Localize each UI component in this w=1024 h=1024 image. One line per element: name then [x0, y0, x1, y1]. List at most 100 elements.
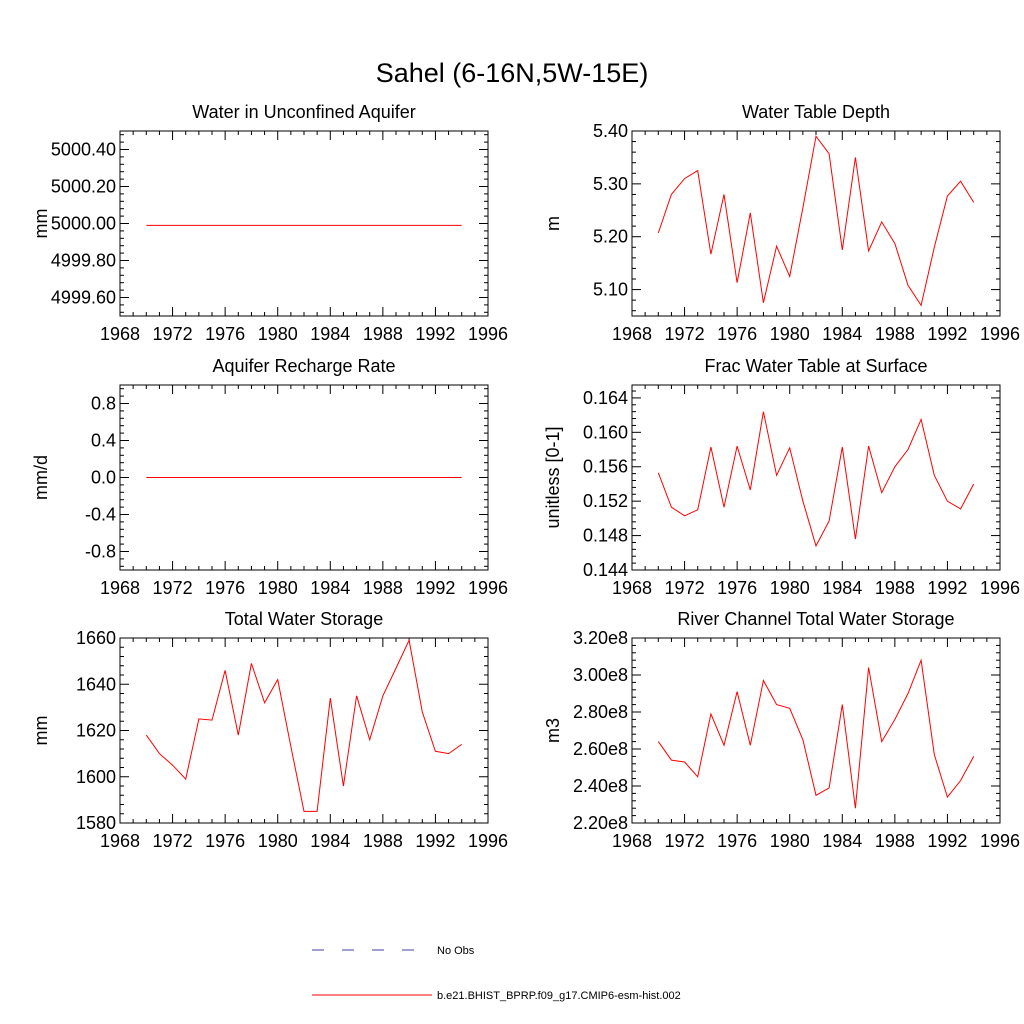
x-tick-label: 1984 — [310, 831, 350, 851]
data-point — [237, 734, 239, 736]
x-tick-label: 1984 — [310, 324, 350, 344]
data-point — [290, 745, 292, 747]
data-point — [749, 212, 751, 214]
x-tick-label: 1972 — [153, 831, 193, 851]
legend-model-label: b.e21.BHIST_BPRP.f09_g17.CMIP6-esm-hist.… — [437, 990, 681, 1002]
data-point — [762, 302, 764, 304]
data-point — [145, 734, 147, 736]
x-tick-label: 1972 — [153, 324, 193, 344]
data-point — [907, 284, 909, 286]
data-point — [277, 476, 279, 478]
data-point — [290, 224, 292, 226]
x-tick-label: 1972 — [153, 578, 193, 598]
data-point — [447, 752, 449, 754]
x-tick-label: 1988 — [363, 324, 403, 344]
panel-title: River Channel Total Water Storage — [677, 609, 954, 629]
chart-panel-5: Total Water Storage mm 1968 1972 1976 1980 198… — [31, 609, 508, 851]
y-tick-label: 5.20 — [593, 227, 628, 247]
series-line — [657, 411, 975, 548]
x-tick-label: 1992 — [415, 324, 455, 344]
data-point — [316, 810, 318, 812]
data-point — [171, 764, 173, 766]
data-point — [171, 224, 173, 226]
data-point — [263, 476, 265, 478]
data-point — [841, 249, 843, 251]
y-tick-label: 5.40 — [593, 121, 628, 141]
panels-container: Water in Unconfined Aquifer mm 1968 1972 197… — [31, 102, 1020, 851]
plot-frame — [119, 637, 489, 824]
data-point — [158, 752, 160, 754]
data-point — [749, 744, 751, 746]
data-point — [185, 224, 187, 226]
x-tick-label: 1984 — [310, 578, 350, 598]
x-tick-label: 1968 — [612, 324, 652, 344]
data-point — [710, 446, 712, 448]
data-point — [894, 466, 896, 468]
x-tick-label: 1968 — [612, 831, 652, 851]
data-point — [854, 807, 856, 809]
data-point — [697, 509, 699, 511]
data-point — [250, 224, 252, 226]
x-tick-label: 1992 — [927, 578, 967, 598]
data-point — [881, 491, 883, 493]
y-axis-label: m — [543, 216, 563, 231]
x-tick-label: 1980 — [258, 831, 298, 851]
x-tick-label: 1980 — [770, 578, 810, 598]
data-point — [434, 750, 436, 752]
data-point — [461, 476, 463, 478]
x-tick-label: 1996 — [468, 324, 508, 344]
data-point — [158, 224, 160, 226]
data-point — [920, 659, 922, 661]
x-tick-label: 1976 — [205, 578, 245, 598]
panel-title: Water in Unconfined Aquifer — [192, 102, 415, 122]
x-tick-label: 1988 — [363, 578, 403, 598]
x-tick-label: 1972 — [665, 831, 705, 851]
y-axis-label: mm/d — [31, 455, 51, 500]
data-point — [959, 180, 961, 182]
x-tick-label: 1976 — [205, 324, 245, 344]
data-point — [894, 718, 896, 720]
data-point — [657, 472, 659, 474]
panel-title: Frac Water Table at Surface — [704, 356, 927, 376]
data-point — [854, 156, 856, 158]
data-point — [434, 476, 436, 478]
data-point — [185, 476, 187, 478]
data-point — [789, 275, 791, 277]
x-tick-label: 1980 — [770, 324, 810, 344]
data-point — [224, 669, 226, 671]
y-tick-label: 4999.80 — [51, 251, 116, 271]
data-point — [762, 410, 764, 412]
x-tick-label: 1976 — [717, 324, 757, 344]
y-axis-label: mm — [31, 209, 51, 239]
data-point — [355, 476, 357, 478]
data-point — [736, 282, 738, 284]
y-tick-label: 5000.40 — [51, 140, 116, 160]
x-tick-label: 1988 — [875, 831, 915, 851]
y-tick-label: 2.60e8 — [573, 739, 628, 759]
data-point — [854, 538, 856, 540]
plot-frame — [119, 130, 489, 317]
data-point — [710, 713, 712, 715]
data-point — [355, 224, 357, 226]
series-line — [657, 135, 975, 307]
data-point — [736, 690, 738, 692]
data-point — [697, 169, 699, 171]
y-tick-label: 0.4 — [91, 431, 116, 451]
data-point — [933, 246, 935, 248]
legend-obs-label: No Obs — [437, 945, 475, 957]
data-point — [828, 520, 830, 522]
y-axis-label: unitless [0-1] — [543, 426, 563, 528]
data-point — [828, 153, 830, 155]
data-point — [198, 224, 200, 226]
data-point — [828, 787, 830, 789]
data-point — [342, 785, 344, 787]
data-point — [303, 810, 305, 812]
data-point — [946, 500, 948, 502]
data-point — [369, 476, 371, 478]
data-point — [329, 697, 331, 699]
data-point — [369, 739, 371, 741]
panel-title: Total Water Storage — [225, 609, 383, 629]
x-tick-label: 1992 — [415, 831, 455, 851]
data-point — [185, 778, 187, 780]
data-point — [224, 224, 226, 226]
